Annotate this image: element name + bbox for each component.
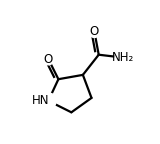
Circle shape bbox=[115, 49, 132, 66]
Text: O: O bbox=[44, 53, 53, 66]
Text: O: O bbox=[90, 25, 99, 38]
Circle shape bbox=[89, 26, 100, 37]
Circle shape bbox=[43, 53, 54, 65]
Text: HN: HN bbox=[32, 94, 49, 107]
Text: NH₂: NH₂ bbox=[112, 51, 134, 64]
Circle shape bbox=[40, 93, 56, 109]
